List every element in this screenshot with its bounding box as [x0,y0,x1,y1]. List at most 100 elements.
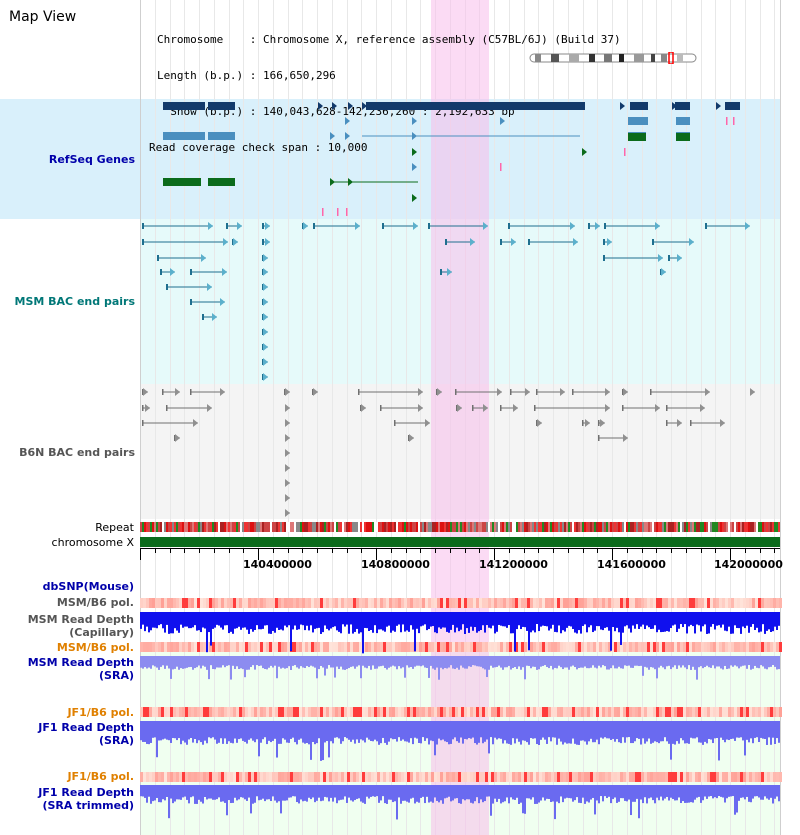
msm-pol-sra-cell [257,642,260,652]
jf1-pol-trim-cell [551,772,554,782]
jf1-depth-trim-bar [342,785,344,800]
msm-depth-capillary-bar [176,612,178,631]
jf1-depth-trim-bar [724,785,726,803]
jf1-depth-trim-bar [334,785,336,798]
jf1-pol-cell [257,707,260,717]
msm-pol-capillary-cell [770,598,773,608]
msm-depth-capillary-bar [684,612,686,625]
msm-pol-capillary-cell [458,598,461,608]
jf1-depth-trim-bar [664,785,666,799]
repeat-segment [672,522,674,532]
jf1-pol-trim-label[interactable]: JF1/B6 pol. [67,770,134,783]
jf1-depth-trim-bar [688,785,690,803]
jf1-depth-trim-bar [590,785,592,800]
msm-depth-capillary-bar [492,612,494,626]
refseq-genes-label[interactable]: RefSeq Genes [48,153,135,166]
msm-pol-sra-cell [203,642,206,652]
repeat-segment [400,522,402,532]
msm-depth-sra-bar [456,656,458,668]
msm-depth-capillary-bar [184,612,186,627]
repeat-segment [666,522,668,532]
repeat-segment [188,522,190,532]
msm-depth-capillary-bar [340,612,342,634]
gene-tick-marker [726,117,728,125]
msm-depth-sra-bar [408,656,410,668]
repeat-segment [766,522,768,532]
selection-highlight[interactable] [431,0,489,835]
bac-end-marker [690,420,692,426]
jf1-depth-bar [652,721,654,743]
jf1-pol-cell [206,707,209,717]
b6n-bac-label[interactable]: B6N BAC end pairs [19,446,135,459]
jf1-depth-bar [662,721,664,742]
msm-pol-sra-cell [371,642,374,652]
jf1-depth-bar [764,721,766,739]
jf1-depth-trim-bar [326,785,328,798]
msm-depth-sra-bar [774,656,776,667]
msm-depth-capillary-bar [330,612,332,629]
msm-pol-capillary-cell [698,598,701,608]
msm-depth-sra-bar [648,656,650,670]
jf1-depth-trim-bar [160,785,162,803]
msm-depth-sra-bar [560,656,562,668]
msm-depth-capillary-bar [624,612,626,627]
msm-pol-sra-cell [161,642,164,652]
jf1-depth-trim-line1: JF1 Read Depth [38,786,134,799]
msm-pol-sra-cell [365,642,368,652]
jf1-depth-trim-bar [324,785,326,797]
jf1-depth-trim-bar [770,785,772,798]
jf1-depth-bar [770,721,772,745]
msm-pol-sra-cell [350,642,353,652]
repeat-segment [756,522,758,532]
msm-pol-capillary-cell [212,598,215,608]
jf1-depth-bar [166,721,168,740]
gene-exon-block [208,178,235,186]
jf1-pol-cell [707,707,710,717]
jf1-pol-cell [713,707,716,717]
grid-line [243,0,244,835]
jf1-depth-bar [538,721,540,745]
jf1-depth-bar [152,721,154,738]
repeat-segment [560,522,562,532]
jf1-depth-bar [628,721,630,738]
msm-pol-capillary-label[interactable]: MSM/B6 pol. [56,596,134,609]
jf1-depth-bar [146,721,148,744]
msm-pol-capillary-cell [263,598,266,608]
gene-tick-marker [733,117,735,125]
jf1-depth-bar [254,721,256,743]
msm-depth-capillary-bar [324,612,326,626]
msm-pol-sra-label[interactable]: MSM/B6 pol. [56,641,134,654]
repeat-segment [698,522,700,532]
repeat-segment [776,522,778,532]
jf1-depth-label[interactable]: JF1 Read Depth (SRA) [0,721,134,747]
jf1-depth-bar [268,721,270,741]
jf1-pol-trim-cell [275,772,278,782]
jf1-depth-trim-label[interactable]: JF1 Read Depth (SRA trimmed) [0,786,134,812]
jf1-depth-trim-bar [550,785,552,803]
repeat-segment [626,522,628,532]
msm-bac-label[interactable]: MSM BAC end pairs [14,295,135,308]
repeat-segment [296,522,298,532]
msm-depth-sra-bar [592,656,594,666]
msm-depth-capillary-label[interactable]: MSM Read Depth (Capillary) [0,613,134,639]
jf1-pol-cell [608,707,611,717]
repeat-segment [466,522,468,532]
msm-pol-sra-cell [326,642,329,652]
bac-end-marker [456,405,458,411]
msm-depth-capillary-bar [338,612,340,632]
jf1-depth-bar [346,721,348,739]
jf1-depth-bar [648,721,650,739]
msm-depth-sra-label[interactable]: MSM Read Depth (SRA) [0,656,134,682]
msm-pol-sra-cell [545,642,548,652]
bac-end-arrow [285,464,290,472]
jf1-depth-bar [664,721,666,738]
repeat-segment [378,522,380,532]
msm-pol-sra-cell [536,642,539,652]
chromosome-ideogram[interactable] [529,52,699,64]
msm-depth-capillary-bar [290,612,292,652]
jf1-depth-trim-bar [364,785,366,804]
jf1-pol-label[interactable]: JF1/B6 pol. [67,706,134,719]
dbsnp-label[interactable]: dbSNP(Mouse) [42,580,134,593]
jf1-pol-cell [503,707,506,717]
